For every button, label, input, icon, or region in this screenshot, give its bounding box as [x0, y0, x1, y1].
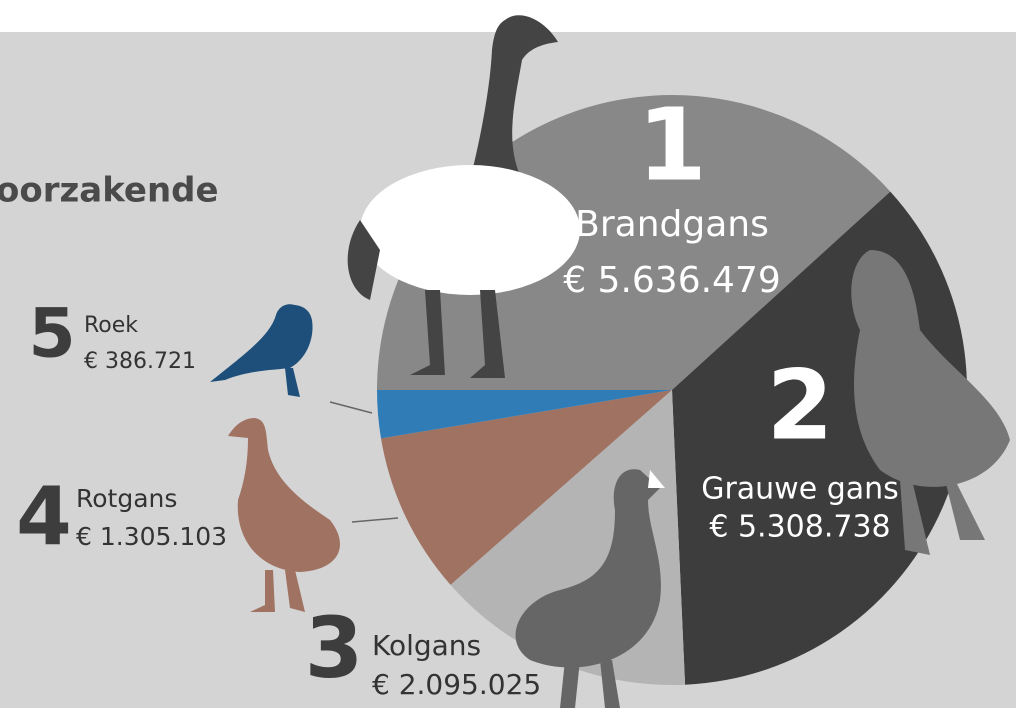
rank-label: 5 — [28, 295, 75, 374]
rank-label: 3 — [305, 599, 363, 697]
category-label: Rotgans — [76, 484, 177, 513]
value-label: € 386.721 — [84, 349, 196, 374]
bird-body — [360, 165, 580, 295]
category-label: Roek — [84, 313, 138, 338]
value-label: € 5.636.479 — [563, 260, 781, 301]
rank-label: 1 — [637, 86, 707, 203]
rank-label: 4 — [16, 470, 72, 563]
title: oorzakende — [0, 171, 219, 211]
value-label: € 5.308.738 — [709, 510, 890, 545]
category-label: Kolgans — [372, 629, 481, 662]
infographic: oorzakende 1Brandgans € 5.636.479 2 Grauwe … — [0, 0, 1016, 708]
category-label: Brandgans — [575, 204, 769, 245]
value-label: € 1.305.103 — [76, 522, 227, 551]
category-label: Grauwe gans — [701, 472, 899, 507]
rank-label: 2 — [767, 349, 834, 461]
value-label: € 2.095.025 — [372, 668, 541, 701]
